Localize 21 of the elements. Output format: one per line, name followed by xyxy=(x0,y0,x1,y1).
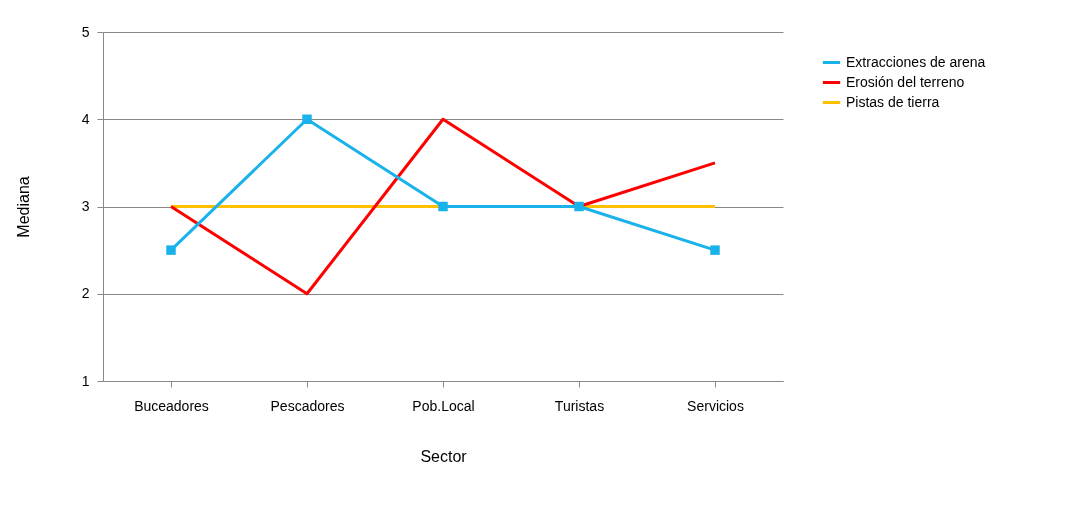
y-axis-title: Mediana xyxy=(14,176,32,238)
line-series xyxy=(169,117,717,296)
y-tick-label: 2 xyxy=(81,285,90,302)
x-tick-label: Turistas xyxy=(554,397,605,414)
legend-label: Erosión del terreno xyxy=(846,73,965,90)
point xyxy=(302,114,312,124)
point xyxy=(574,201,584,212)
y-tick-label: 5 xyxy=(81,23,90,40)
point xyxy=(438,201,448,212)
x-axis-title: Sector xyxy=(420,447,468,465)
y-tick-label: 3 xyxy=(81,198,90,214)
point xyxy=(166,245,176,255)
point xyxy=(710,245,720,255)
legend-label: Extracciones de arena xyxy=(846,53,986,70)
y-tick-label: 4 xyxy=(81,110,90,127)
legend-label: Pistas de tierra xyxy=(846,93,940,110)
x-tick-label: Pob.Local xyxy=(412,397,475,414)
x-tick-label: Buceadores xyxy=(134,397,209,414)
y-tick-label: 1 xyxy=(81,372,90,389)
x-tick-label: Pescadores xyxy=(270,397,345,414)
x-tick-label: Servicios xyxy=(687,397,744,414)
